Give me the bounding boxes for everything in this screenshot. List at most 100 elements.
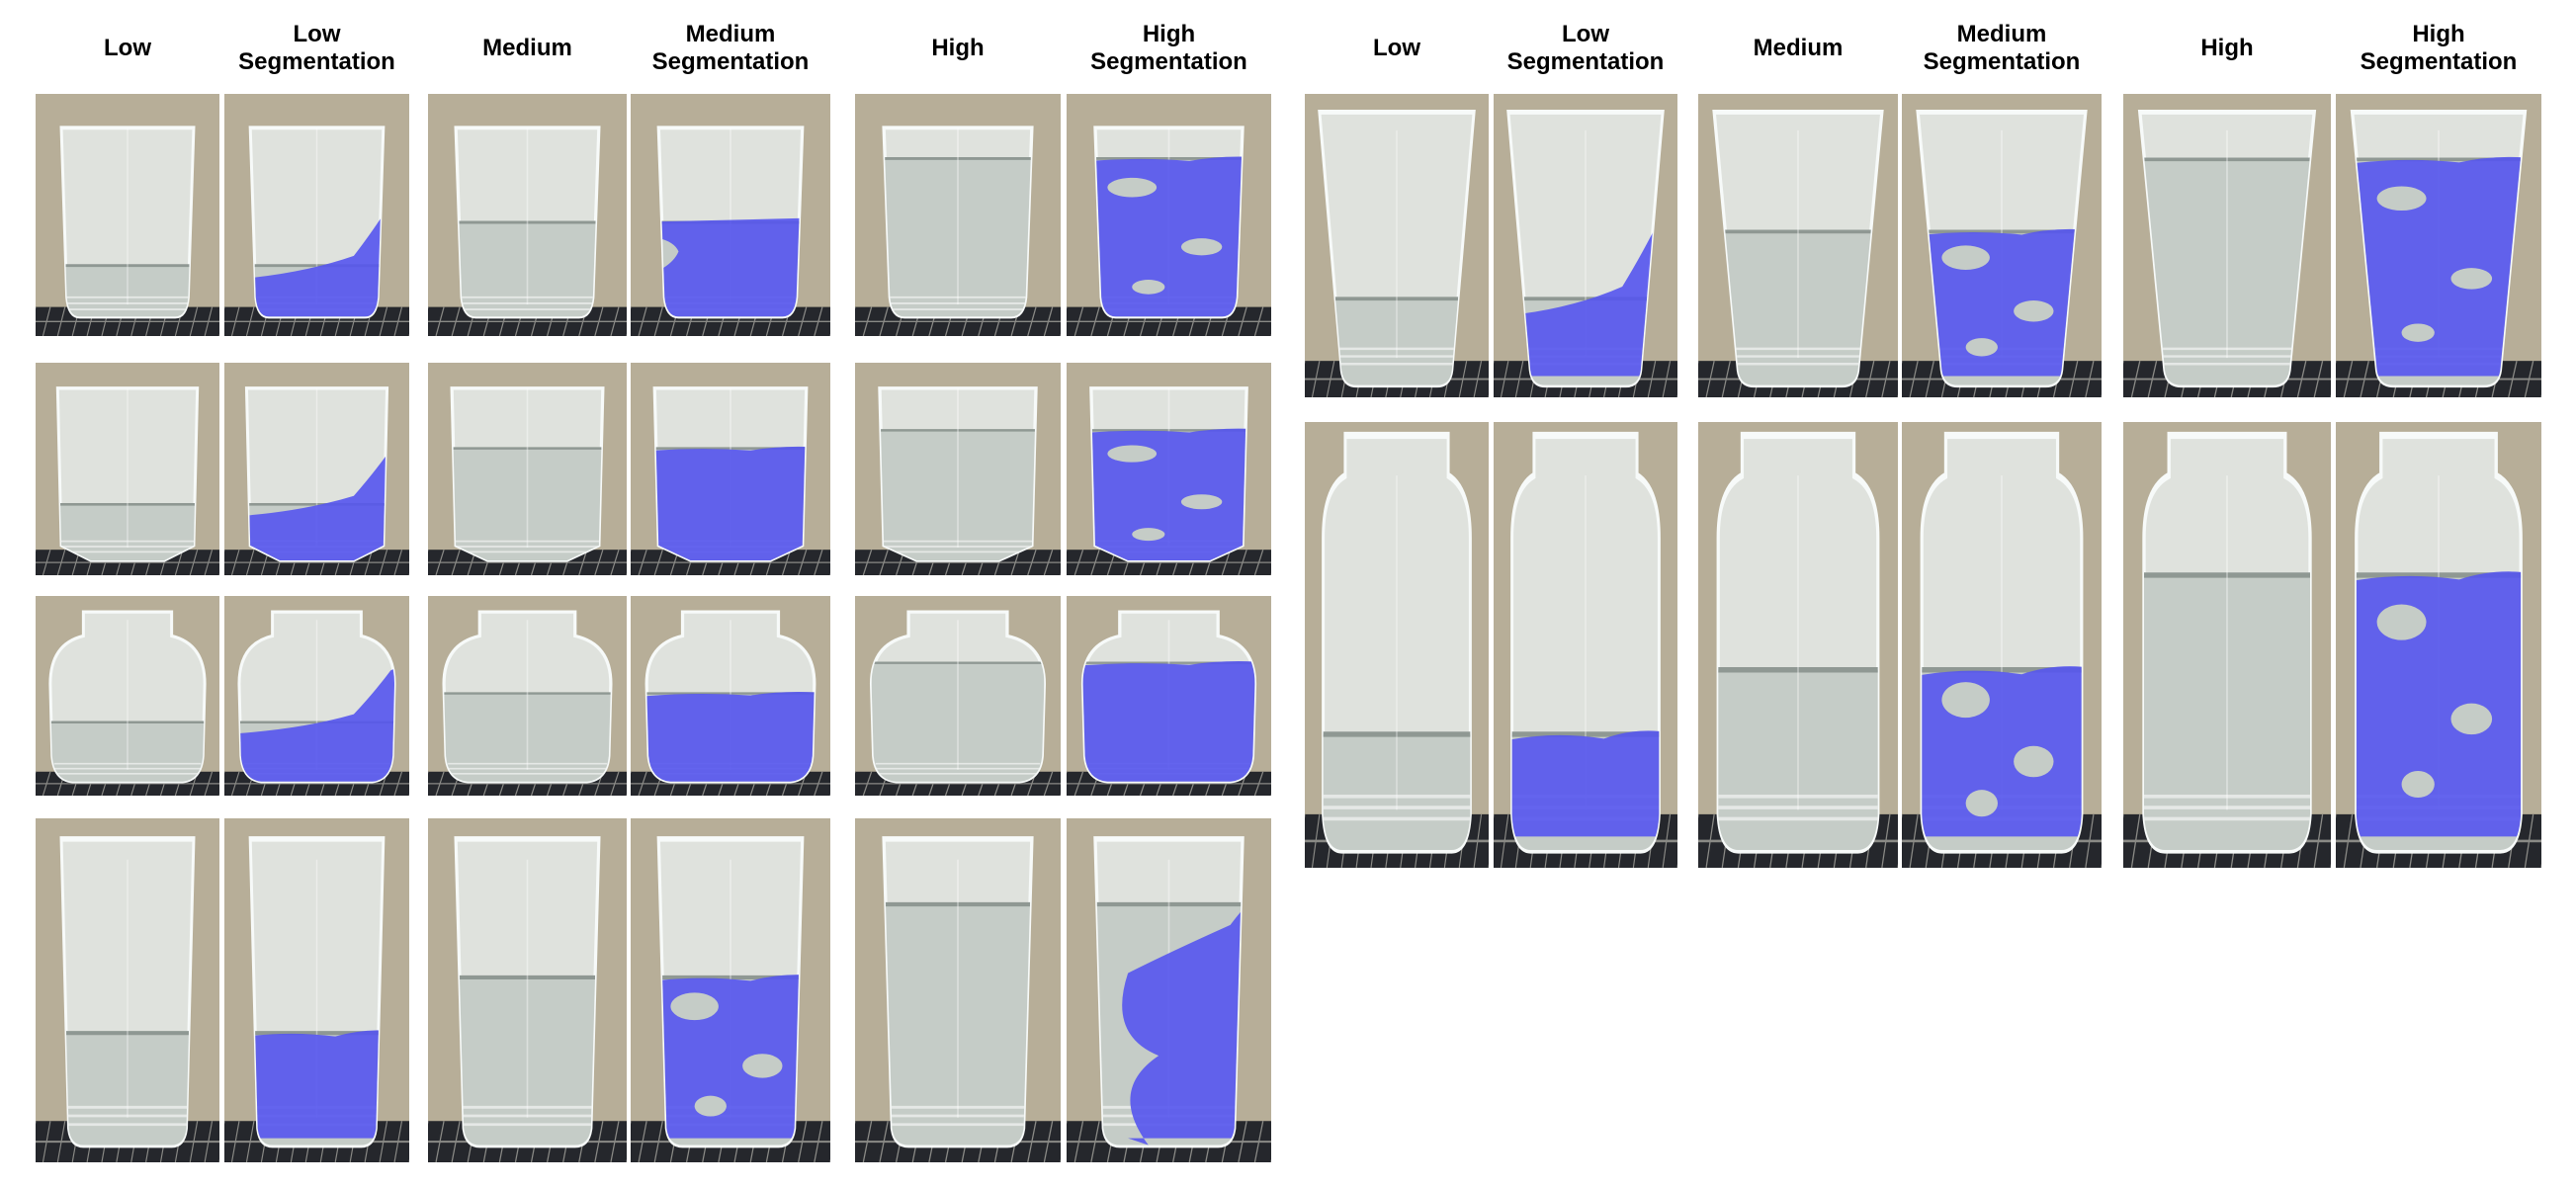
mask-hole (670, 992, 719, 1021)
mask-region (238, 662, 395, 782)
container-photo (428, 94, 627, 336)
container-photo (428, 818, 627, 1162)
mask-hole (1132, 280, 1165, 295)
mask-region (1122, 884, 1244, 1146)
container-photo (428, 596, 627, 796)
segmentation-mask (658, 975, 803, 1139)
mask-hole (1941, 682, 1990, 719)
water (1714, 231, 1882, 385)
container-photo (36, 363, 219, 575)
container-photo (1698, 422, 1898, 868)
segmentation-mask (238, 662, 395, 782)
segmentation-image (631, 596, 830, 796)
segmentation-image (2336, 94, 2541, 397)
mask-region (2356, 571, 2522, 837)
mask-region (1507, 208, 1664, 377)
mask-region (1094, 156, 1244, 317)
mask-hole (2450, 703, 2493, 735)
water (884, 904, 1032, 1146)
column-header: Low Segmentation (1506, 21, 1665, 75)
mask-hole (1965, 338, 1998, 357)
segmentation-mask (646, 691, 815, 782)
mask-hole (2376, 186, 2427, 212)
mask-region (658, 217, 803, 317)
container-photo (428, 363, 627, 575)
segmentation-mask (1122, 884, 1244, 1146)
segmentation-image (1902, 94, 2102, 397)
segmentation-mask (654, 446, 807, 560)
container-photo (36, 94, 219, 336)
segmentation-image (1902, 422, 2102, 868)
mask-region (250, 193, 384, 317)
segmentation-mask (246, 440, 387, 560)
container-photo (855, 363, 1061, 575)
water (884, 158, 1032, 317)
segmentation-mask (250, 193, 384, 317)
mask-hole (1107, 445, 1158, 463)
segmentation-mask (1082, 661, 1255, 782)
mask-hole (2401, 770, 2435, 799)
segmentation-mask (658, 217, 803, 317)
segmentation-image (631, 94, 830, 336)
water (456, 221, 599, 317)
column-header: Low (104, 35, 151, 61)
mask-hole (2376, 604, 2427, 640)
column-header: High Segmentation (2360, 21, 2518, 75)
segmentation-mask (1094, 156, 1244, 317)
segmentation-image (1067, 363, 1271, 575)
container-photo (2123, 94, 2331, 397)
column-header: High Segmentation (1090, 21, 1247, 75)
segmentation-image (224, 818, 409, 1162)
mask-hole (694, 1095, 727, 1117)
mask-hole (1180, 494, 1223, 510)
mask-hole (2450, 268, 2493, 290)
segmentation-image (224, 363, 409, 575)
mask-hole (2014, 300, 2054, 322)
container-photo (1305, 422, 1489, 868)
mask-region (2352, 156, 2526, 377)
water (871, 662, 1045, 782)
mask-hole (1965, 790, 1998, 817)
segmentation-mask (2356, 571, 2522, 837)
column-header: Low Segmentation (238, 21, 395, 75)
column-header: High (2200, 35, 2254, 61)
segmentation-image (1067, 596, 1271, 796)
segmentation-image (224, 596, 409, 796)
segmentation-mask (1507, 208, 1664, 377)
container-photo (36, 596, 219, 796)
segmentation-image (1067, 94, 1271, 336)
column-header: Medium Segmentation (1923, 21, 2081, 75)
container-photo (1305, 94, 1489, 397)
mask-region (654, 446, 807, 560)
mask-region (1511, 730, 1660, 837)
segmentation-mask (1511, 730, 1660, 837)
container-photo (36, 818, 219, 1162)
mask-region (1090, 428, 1247, 560)
water (61, 1033, 194, 1146)
segmentation-image (1494, 422, 1677, 868)
mask-region (646, 691, 815, 782)
mask-region (1922, 666, 2082, 837)
column-header: Medium (1753, 35, 1844, 61)
water (879, 430, 1037, 560)
mask-region (246, 440, 387, 560)
mask-hole (1107, 177, 1158, 198)
column-header: High (931, 35, 985, 61)
mask-hole (742, 1054, 783, 1078)
segmentation-image (1067, 818, 1271, 1162)
mask-hole (2401, 323, 2435, 342)
column-header: Medium (482, 35, 572, 61)
segmentation-image (631, 818, 830, 1162)
segmentation-mask (1918, 228, 2086, 377)
mask-region (250, 1030, 384, 1139)
container-photo (2123, 422, 2331, 868)
container-photo (855, 818, 1061, 1162)
container-photo (855, 94, 1061, 336)
water (1319, 298, 1475, 385)
segmentation-mask (1922, 666, 2082, 837)
water (61, 265, 194, 317)
mask-hole (2014, 745, 2054, 778)
segmentation-mask (2352, 156, 2526, 377)
segmentation-image (1494, 94, 1677, 397)
water (444, 693, 611, 782)
